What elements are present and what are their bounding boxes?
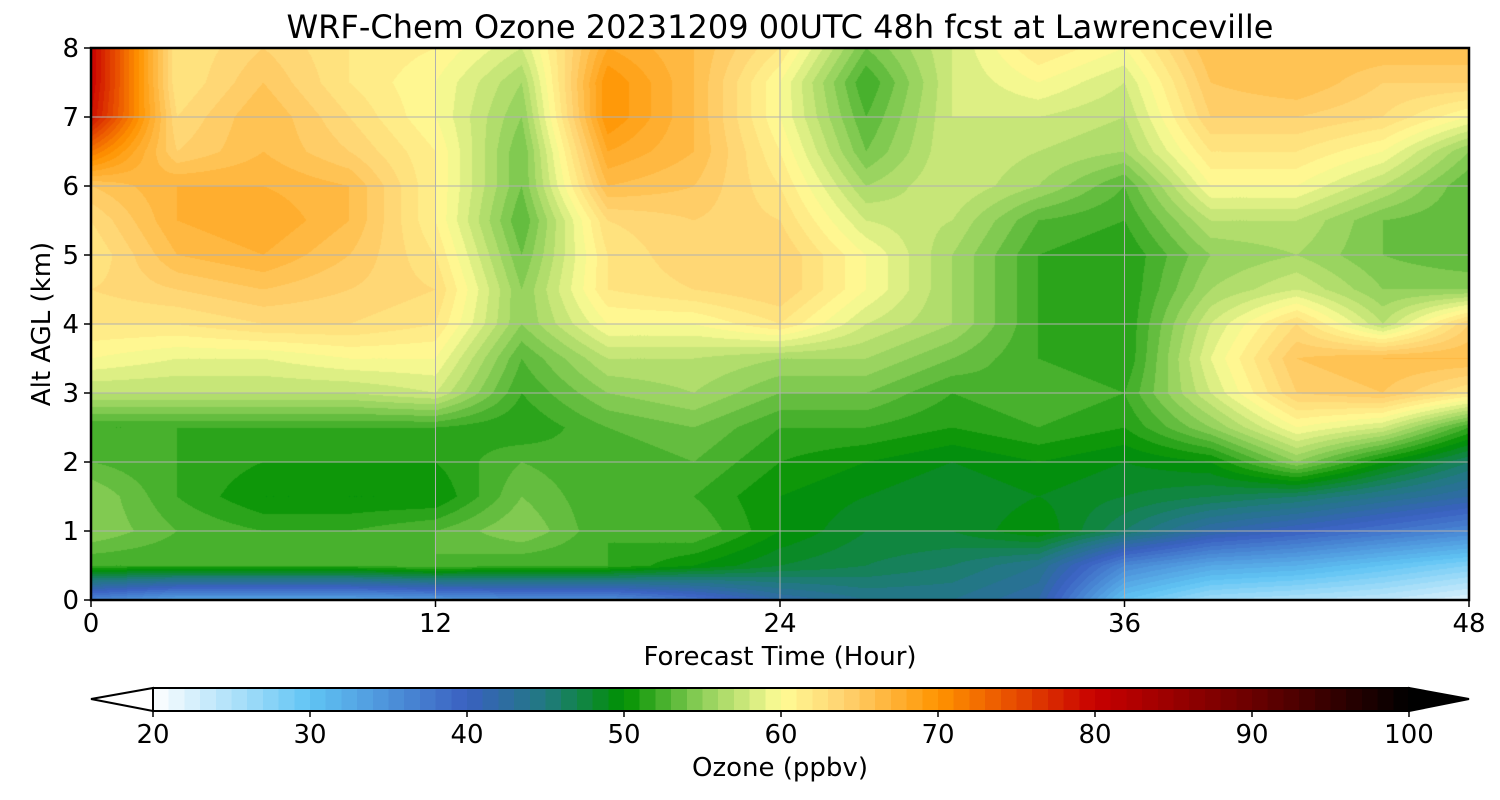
x-tick-label: 24 [763,609,796,639]
colorbar-tick-label: 50 [607,720,640,750]
x-tick-label: 0 [83,609,100,639]
colorbar-tick-label: 80 [1078,720,1111,750]
colorbar-tick-label: 70 [921,720,954,750]
colorbar-tick-label: 30 [293,720,326,750]
colorbar-tick-label: 100 [1384,720,1434,750]
x-tick-label: 36 [1108,609,1141,639]
y-tick-label: 8 [62,34,79,64]
colorbar-high-extension [1408,686,1470,713]
y-tick-label: 4 [62,310,79,340]
y-tick-label: 6 [62,172,79,202]
colorbar-low-extension [90,686,154,713]
colorbar-bar [152,687,1410,712]
colorbar-tick-label: 20 [136,720,169,750]
colorbar-tick-label: 60 [764,720,797,750]
x-axis-label: Forecast Time (Hour) [643,642,916,672]
y-axis: 0 1 2 3 4 5 6 7 8 [62,34,91,616]
colorbar-ticks: 20 30 40 50 60 70 80 90 100 [136,711,1434,750]
y-tick-label: 5 [62,241,79,271]
x-tick-label: 48 [1452,609,1485,639]
colorbar-tick-label: 90 [1235,720,1268,750]
y-axis-label: Alt AGL (km) [27,242,57,406]
y-tick-label: 7 [62,103,79,133]
chart-title: WRF-Chem Ozone 20231209 00UTC 48h fcst a… [287,8,1274,46]
grid-lines [91,48,1469,600]
plot-area [89,46,1471,602]
y-tick-label: 0 [62,586,79,616]
colorbar-tick-label: 40 [450,720,483,750]
colorbar: 20 30 40 50 60 70 80 90 100 Ozone (ppbv) [90,686,1470,783]
x-tick-label: 12 [419,609,452,639]
y-tick-label: 3 [62,379,79,409]
x-axis: 0 12 24 36 48 [83,600,1486,639]
y-tick-label: 1 [62,517,79,547]
y-tick-label: 2 [62,448,79,478]
colorbar-label: Ozone (ppbv) [692,753,868,783]
